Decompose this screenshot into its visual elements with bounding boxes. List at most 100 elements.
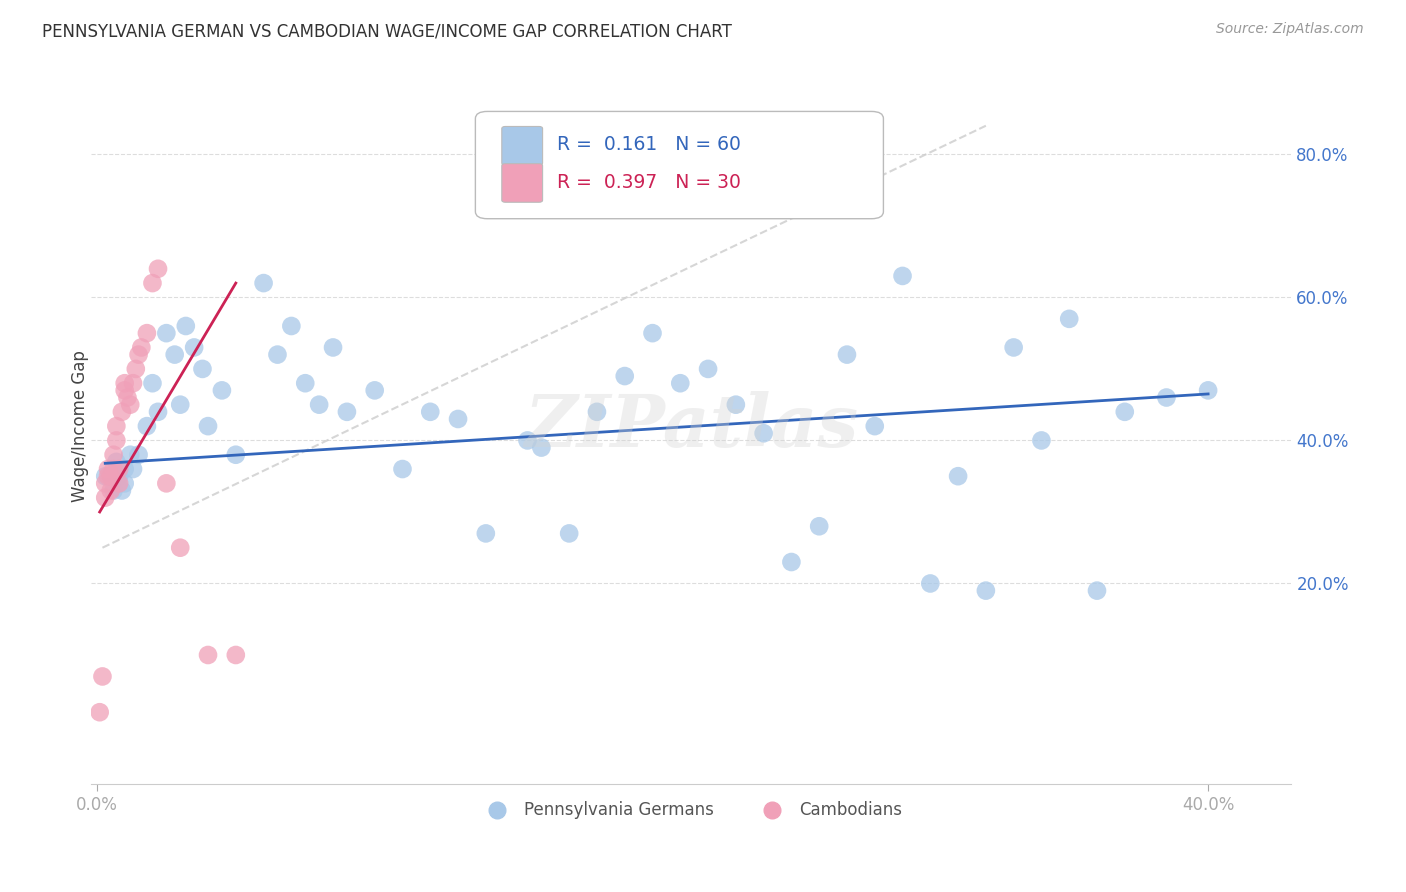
Point [103, 462, 125, 476]
Point [1031, 434, 1053, 448]
Point [475, 526, 498, 541]
Text: R =  0.397   N = 30: R = 0.397 N = 30 [557, 173, 741, 193]
Point [280, 318, 302, 333]
Point [336, 405, 359, 419]
Point [108, 476, 131, 491]
Point [114, 462, 136, 476]
Point [125, 362, 148, 376]
Point [308, 398, 330, 412]
FancyBboxPatch shape [502, 127, 543, 165]
Point [146, 261, 169, 276]
Point [835, 348, 858, 362]
Point [419, 405, 441, 419]
Text: R =  0.161   N = 60: R = 0.161 N = 60 [557, 135, 741, 153]
Point [197, 419, 219, 434]
Point [89, 705, 111, 719]
Point [97, 462, 120, 476]
Point [105, 419, 128, 434]
Point [322, 341, 344, 355]
Point [613, 369, 636, 384]
Point [211, 384, 233, 398]
Point [586, 405, 609, 419]
Point [105, 434, 128, 448]
Point [1085, 583, 1108, 598]
Point [641, 326, 664, 340]
Text: PENNSYLVANIA GERMAN VS CAMBODIAN WAGE/INCOME GAP CORRELATION CHART: PENNSYLVANIA GERMAN VS CAMBODIAN WAGE/IN… [42, 22, 733, 40]
Point [111, 483, 134, 498]
Point [135, 326, 157, 340]
Point [105, 455, 128, 469]
Point [131, 341, 153, 355]
Point [191, 362, 214, 376]
Point [1057, 311, 1080, 326]
Point [516, 434, 538, 448]
Point [1197, 384, 1219, 398]
Point [114, 384, 136, 398]
Point [558, 526, 581, 541]
Point [808, 519, 831, 533]
Legend: Pennsylvania Germans, Cambodians: Pennsylvania Germans, Cambodians [474, 794, 908, 825]
Point [114, 476, 136, 491]
Point [111, 405, 134, 419]
Point [780, 555, 803, 569]
Text: Source: ZipAtlas.com: Source: ZipAtlas.com [1216, 22, 1364, 37]
Point [669, 376, 692, 391]
Point [100, 469, 122, 483]
Point [891, 268, 914, 283]
Point [100, 469, 122, 483]
Point [1156, 391, 1178, 405]
Point [163, 348, 186, 362]
Point [183, 341, 205, 355]
Point [1002, 341, 1025, 355]
Point [146, 405, 169, 419]
Point [1114, 405, 1136, 419]
Point [974, 583, 997, 598]
Point [530, 441, 553, 455]
Point [225, 448, 247, 462]
Point [724, 398, 747, 412]
Point [135, 419, 157, 434]
Point [120, 448, 142, 462]
Point [266, 348, 288, 362]
Y-axis label: Wage/Income Gap: Wage/Income Gap [72, 351, 89, 502]
Point [94, 491, 117, 505]
Point [128, 348, 150, 362]
Point [94, 469, 117, 483]
Point [169, 541, 191, 555]
Point [120, 398, 142, 412]
Point [447, 412, 470, 426]
Point [94, 476, 117, 491]
Point [155, 476, 177, 491]
Point [863, 419, 886, 434]
Point [946, 469, 969, 483]
Point [252, 276, 274, 290]
Point [225, 648, 247, 662]
Point [108, 462, 131, 476]
Point [117, 391, 139, 405]
Point [103, 483, 125, 498]
Point [364, 384, 387, 398]
Point [114, 376, 136, 391]
Text: ZIPatlas: ZIPatlas [524, 391, 859, 462]
Point [197, 648, 219, 662]
Point [122, 376, 145, 391]
Point [697, 362, 720, 376]
Point [294, 376, 316, 391]
Point [920, 576, 942, 591]
Point [752, 426, 775, 441]
Point [141, 276, 163, 290]
Point [391, 462, 413, 476]
Point [103, 448, 125, 462]
Point [141, 376, 163, 391]
FancyBboxPatch shape [475, 112, 883, 219]
Point [91, 669, 114, 683]
Point [155, 326, 177, 340]
Point [108, 469, 131, 483]
Point [122, 462, 145, 476]
Point [174, 318, 197, 333]
Point [128, 448, 150, 462]
Point [97, 469, 120, 483]
Point [169, 398, 191, 412]
FancyBboxPatch shape [502, 163, 543, 202]
Point [100, 483, 122, 498]
